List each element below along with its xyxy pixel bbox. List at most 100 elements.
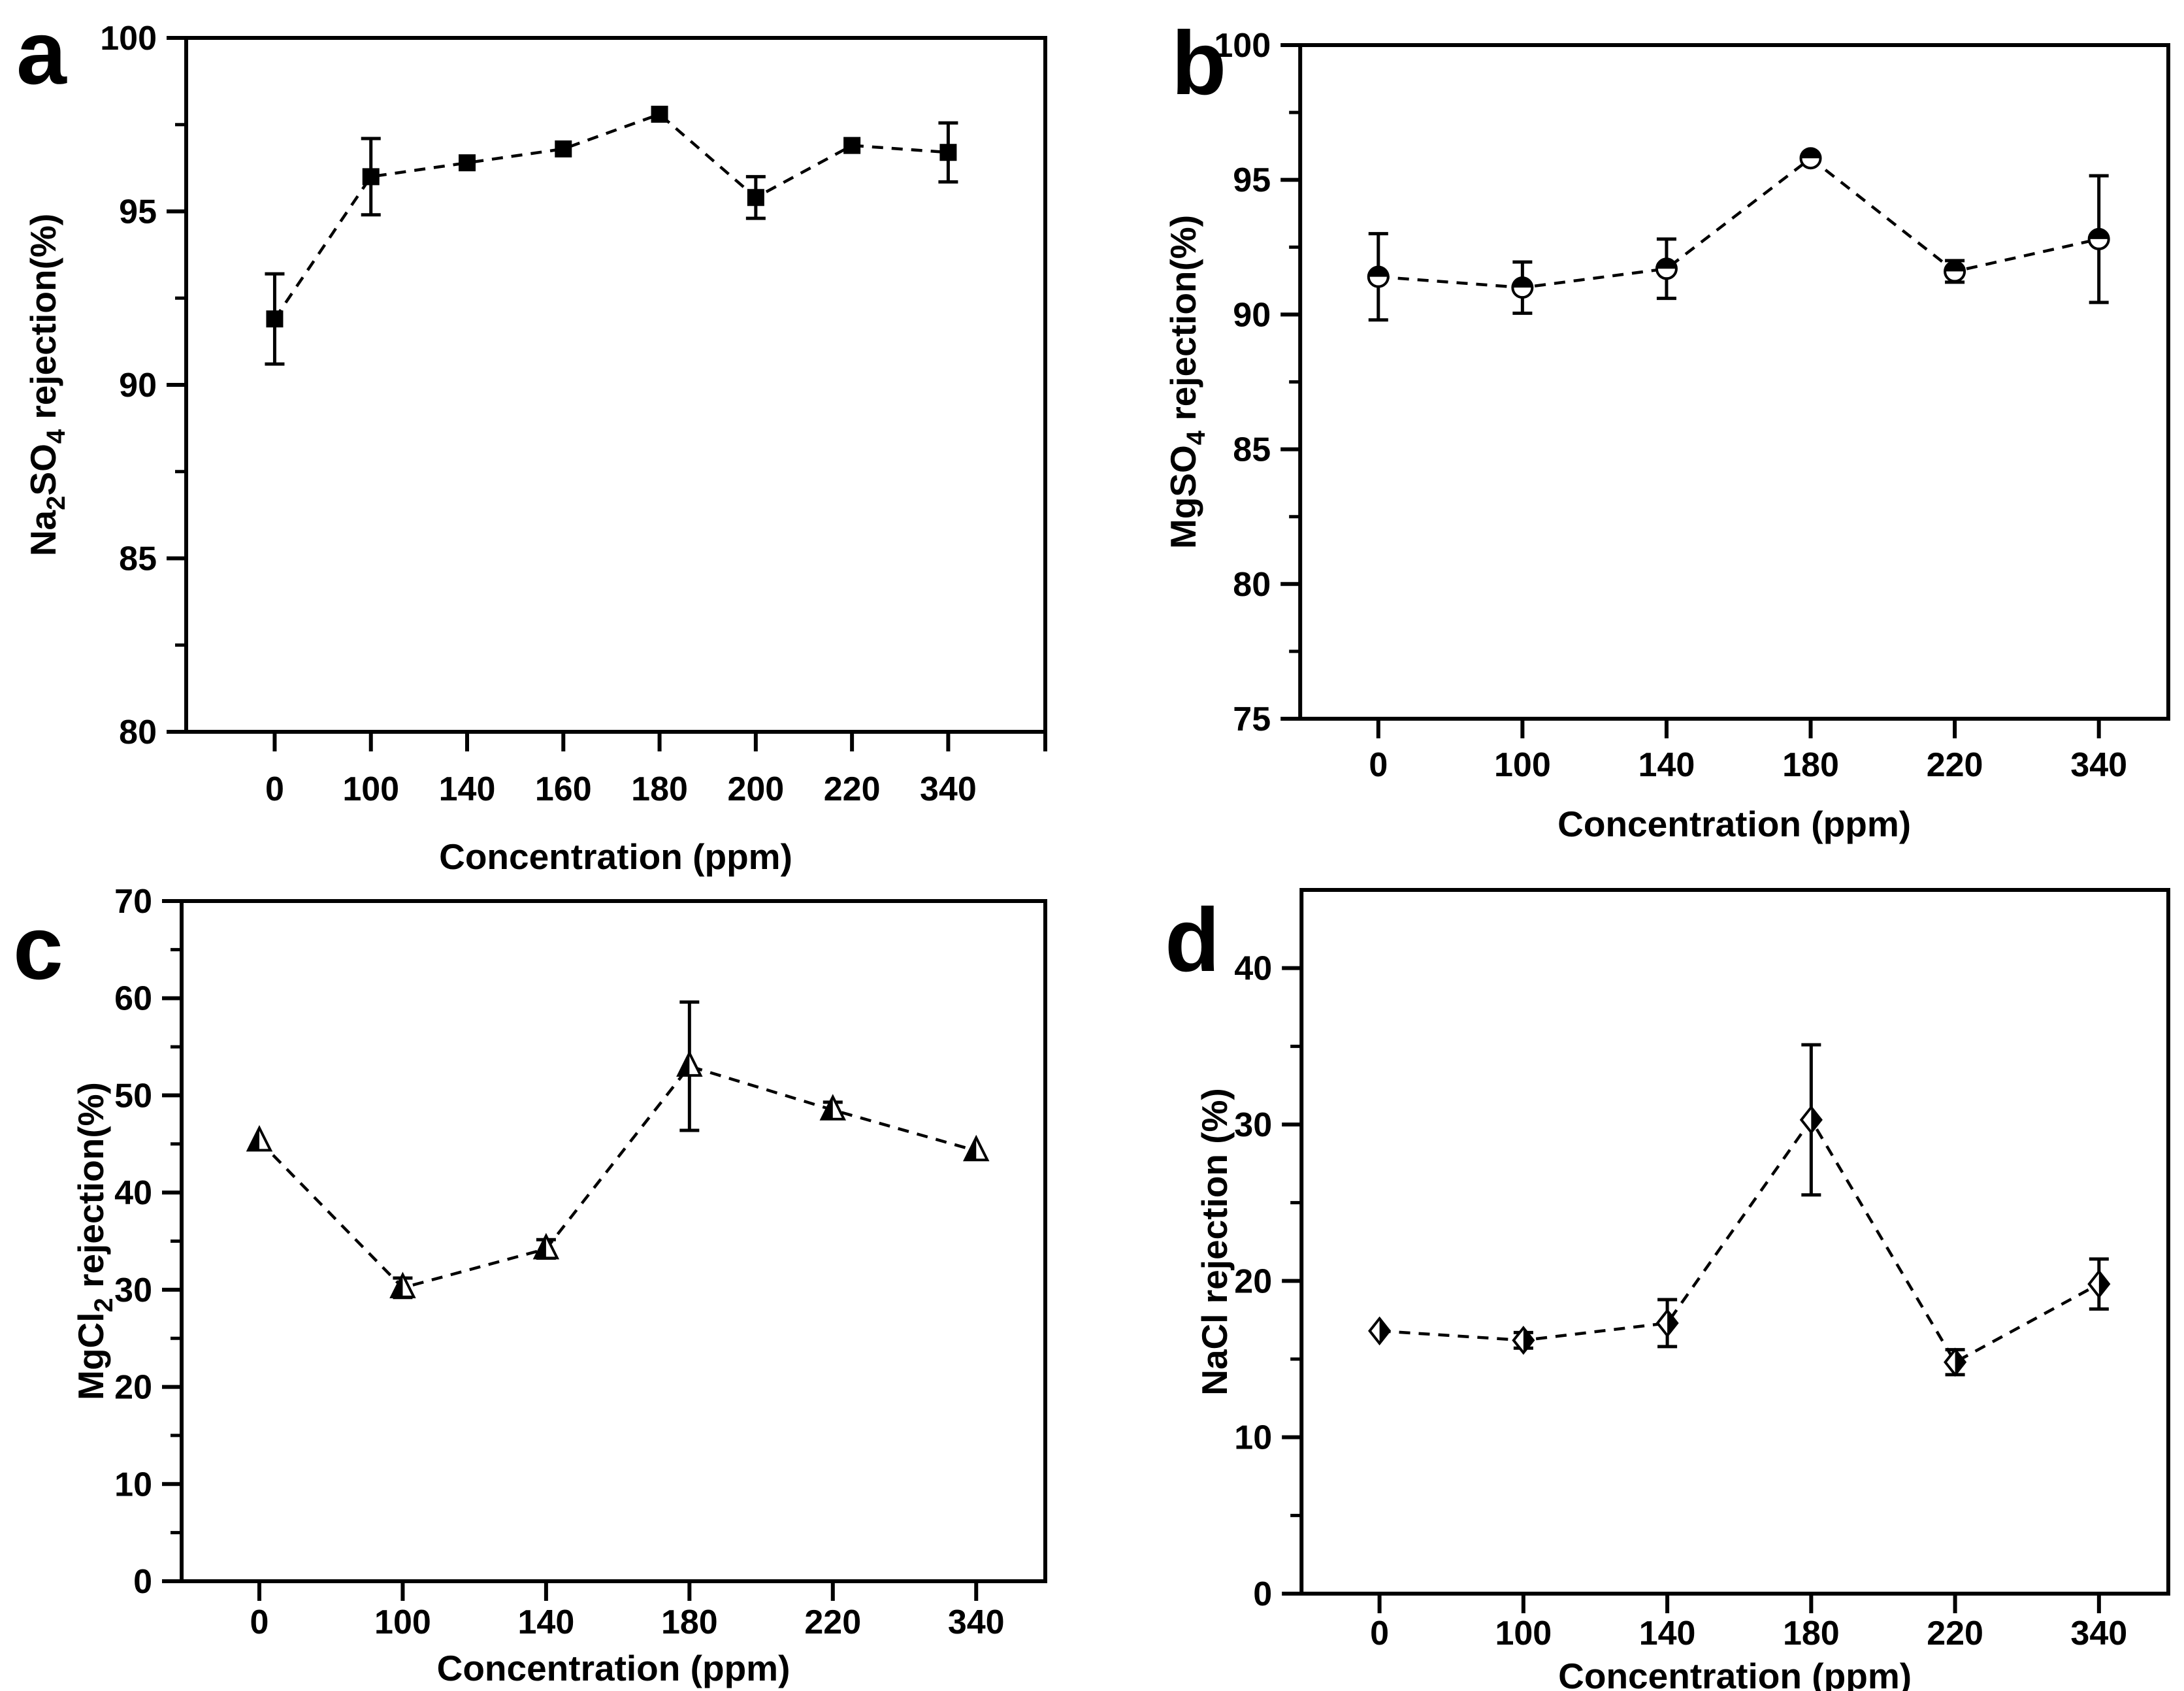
- plot-box: [180, 899, 1047, 1583]
- x-tick-label: 180: [1783, 1615, 1840, 1652]
- square-marker: [843, 137, 861, 154]
- data-line: [273, 112, 949, 320]
- y-tick-label: 0: [133, 1563, 152, 1601]
- y-tick-label: 30: [1234, 1106, 1272, 1144]
- y-tick-label: 40: [1234, 950, 1272, 988]
- x-tick-label: 340: [920, 770, 977, 808]
- x-tick-label: 220: [1927, 746, 1983, 784]
- x-tick-label: 160: [535, 770, 592, 808]
- chart-d-canvas: 0 10 20 30 40 0 100 140 180 220 340 Concentration (…: [1194, 888, 2170, 1691]
- x-tick-label: 220: [1927, 1615, 1983, 1652]
- x-tick-label: 0: [1369, 746, 1388, 784]
- panel-c-letter: c: [13, 898, 63, 998]
- diamond-marker-fill: [2098, 1272, 2109, 1297]
- panel-d-letter: d: [1165, 890, 1220, 991]
- x-tick-label: 0: [250, 1603, 269, 1641]
- x-axis-title: Concentration (ppm): [1557, 804, 1911, 844]
- y-axis-title: Na2SO4 rejection(%): [23, 214, 71, 556]
- x-tick-label: 180: [661, 1603, 718, 1641]
- x-tick-label: 220: [824, 770, 881, 808]
- square-marker: [459, 154, 476, 172]
- x-tick-label: 180: [1782, 746, 1839, 784]
- panel-d: d 0 10 20 30 40 0 100 140 180 220 340 Concentration…: [1092, 846, 2184, 1691]
- diamond-marker-fill: [1379, 1318, 1390, 1343]
- y-tick-label: 30: [114, 1272, 152, 1309]
- circle-marker-outline: [1511, 276, 1534, 299]
- square-marker: [651, 105, 668, 123]
- y-tick-label: 60: [114, 980, 152, 1018]
- plot-box: [1299, 888, 2170, 1596]
- data-line: [1379, 1117, 2100, 1364]
- panel-b: b 75 80 85 90 95 100 0 100 140 180 220 340 Concentra…: [1092, 0, 2184, 846]
- y-tick-label: 20: [1234, 1262, 1272, 1300]
- panel-a-letter: a: [16, 3, 67, 103]
- x-tick-label: 100: [1494, 746, 1551, 784]
- chart-b-canvas: 75 80 85 90 95 100 0 100 140 180 220 340 Concentrati…: [1163, 27, 2170, 844]
- y-tick-label: 85: [1233, 431, 1271, 469]
- plot-box: [1298, 43, 2170, 721]
- x-tick-label: 200: [727, 770, 784, 808]
- y-tick-label: 80: [1233, 566, 1271, 604]
- y-tick-label: 0: [1253, 1575, 1272, 1613]
- x-axis-title: Concentration (ppm): [437, 1648, 790, 1688]
- triangle-marker-outline: [532, 1232, 560, 1260]
- square-marker: [266, 310, 284, 328]
- y-tick-label: 50: [114, 1077, 152, 1115]
- data-line: [258, 1064, 977, 1290]
- y-tick-label: 80: [119, 714, 157, 751]
- x-tick-label: 140: [518, 1603, 575, 1641]
- diamond-marker-outline: [1799, 1105, 1823, 1135]
- triangle-marker-fill: [248, 1128, 259, 1151]
- triangle-marker-outline: [389, 1272, 416, 1298]
- x-tick-label: 100: [342, 770, 399, 808]
- x-axis-title: Concentration (ppm): [439, 836, 792, 877]
- y-tick-label: 95: [1233, 161, 1271, 199]
- diamond-marker-outline: [1512, 1326, 1535, 1355]
- y-tick-label: 100: [100, 20, 157, 57]
- y-tick-label: 20: [114, 1369, 152, 1407]
- diamond-marker-fill: [1523, 1328, 1533, 1353]
- panel-c: c 0 10 20 30 40 50 60 70 0 100 140 180 220 340 Concent…: [0, 846, 1092, 1691]
- diamond-marker-fill: [1667, 1310, 1678, 1336]
- y-tick-label: 95: [119, 193, 157, 231]
- x-tick-label: 180: [631, 770, 688, 808]
- diamond-marker-fill: [1955, 1349, 1965, 1375]
- square-marker: [939, 144, 957, 161]
- chart-c-canvas: 0 10 20 30 40 50 60 70 0 100 140 180 220 340 Concentra…: [71, 883, 1047, 1688]
- x-tick-label: 100: [1495, 1615, 1552, 1652]
- circle-marker-outline: [2087, 227, 2110, 250]
- y-axis-title: MgSO4 rejection(%): [1163, 215, 1211, 549]
- x-tick-label: 340: [2070, 746, 2127, 784]
- triangle-marker-outline: [963, 1134, 990, 1162]
- triangle-marker-outline: [246, 1125, 273, 1152]
- square-marker: [362, 168, 380, 186]
- triangle-marker-fill: [391, 1274, 403, 1297]
- x-tick-label: 140: [1639, 1615, 1696, 1652]
- plot-box: [184, 36, 1047, 734]
- y-tick-label: 10: [114, 1466, 152, 1503]
- data-line: [1378, 156, 2100, 289]
- diamond-marker-fill: [1811, 1107, 1821, 1132]
- x-tick-label: 100: [374, 1603, 431, 1641]
- circle-marker-outline: [1367, 265, 1390, 288]
- panel-a: a 80 85 90 95 100 0 100 140 160 180 200 220 340 Conce…: [0, 0, 1092, 877]
- y-tick-label: 90: [1233, 296, 1271, 334]
- triangle-marker-outline: [819, 1094, 847, 1121]
- x-tick-label: 140: [1638, 746, 1695, 784]
- x-tick-label: 340: [2070, 1615, 2127, 1652]
- x-tick-label: 0: [265, 770, 284, 808]
- y-axis-title: NaCl rejection (%): [1194, 1088, 1235, 1396]
- y-tick-label: 85: [119, 540, 157, 578]
- circle-marker-outline: [1799, 147, 1822, 170]
- square-marker: [747, 189, 764, 206]
- x-tick-label: 340: [948, 1603, 1005, 1641]
- x-tick-label: 0: [1370, 1615, 1389, 1652]
- y-tick-label: 100: [1214, 27, 1271, 65]
- diamond-marker-outline: [1368, 1316, 1392, 1346]
- y-axis-title: MgCl2 rejection(%): [71, 1082, 118, 1400]
- diamond-marker-outline: [1944, 1347, 1967, 1377]
- y-tick-label: 90: [119, 367, 157, 404]
- chart-a-canvas: 80 85 90 95 100 0 100 140 160 180 200 220 340 Concent…: [23, 20, 1047, 877]
- y-tick-label: 75: [1233, 700, 1271, 738]
